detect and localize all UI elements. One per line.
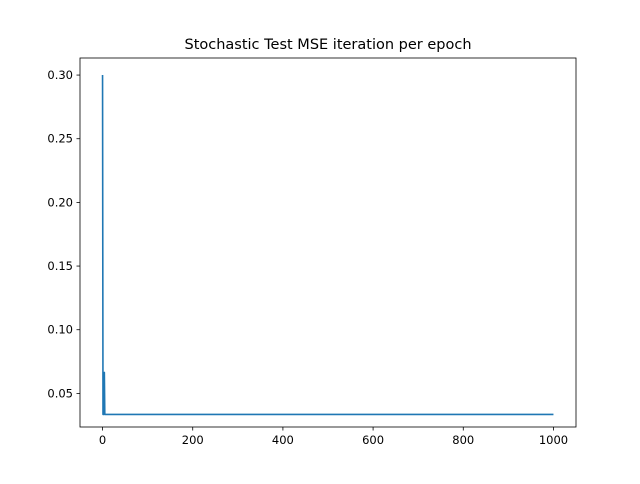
mse-series-line-0 <box>101 75 554 416</box>
y-tick-label: 0.15 <box>47 259 73 273</box>
series-layer <box>101 75 554 416</box>
x-tick-label: 400 <box>272 433 294 447</box>
y-tick-label: 0.30 <box>47 68 73 82</box>
y-tick-label: 0.25 <box>47 132 73 146</box>
x-tick-label: 800 <box>452 433 474 447</box>
x-tick-label: 0 <box>99 433 106 447</box>
x-tick-label: 600 <box>362 433 384 447</box>
chart-title: Stochastic Test MSE iteration per epoch <box>184 37 471 53</box>
x-tick-label: 1000 <box>539 433 568 447</box>
x-tick-label: 200 <box>182 433 204 447</box>
y-tick-label: 0.05 <box>47 386 73 400</box>
y-axis-ticks: 0.05 0.10 0.15 0.20 0.25 0.30 <box>47 68 80 400</box>
x-axis-ticks: 0 200 400 600 800 1000 <box>99 427 568 447</box>
y-tick-label: 0.10 <box>47 323 73 337</box>
plot-frame <box>79 57 577 428</box>
y-tick-label: 0.20 <box>47 195 73 209</box>
